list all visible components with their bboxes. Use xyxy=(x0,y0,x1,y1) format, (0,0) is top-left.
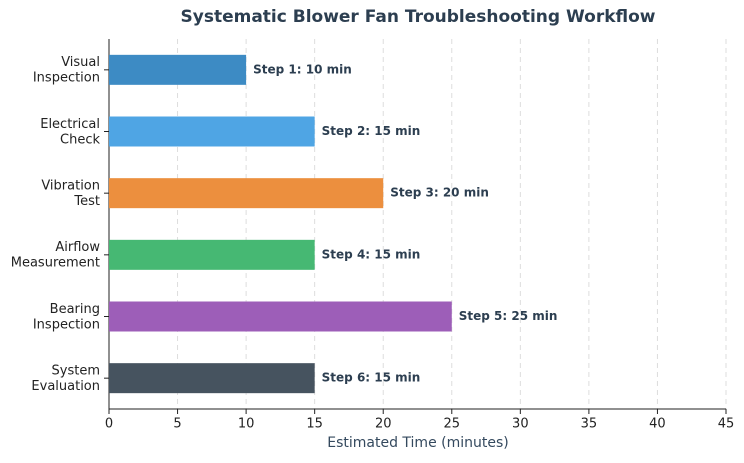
x-tick-label: 10 xyxy=(238,417,255,432)
value-label: Step 3: 20 min xyxy=(390,186,489,200)
bar xyxy=(109,301,452,332)
x-tick-label: 30 xyxy=(512,417,529,432)
value-label: Step 6: 15 min xyxy=(322,371,421,385)
value-label: Step 5: 25 min xyxy=(459,309,558,323)
x-tick-label: 35 xyxy=(581,417,598,432)
x-tick-label: 20 xyxy=(375,417,392,432)
x-tick-label: 25 xyxy=(444,417,461,432)
y-tick-label: Vibration Test xyxy=(41,178,100,209)
bar xyxy=(109,239,315,270)
bar xyxy=(109,54,247,85)
y-tick-label: Electrical Check xyxy=(40,116,100,147)
x-tick-label: 0 xyxy=(105,417,113,432)
value-label: Step 1: 10 min xyxy=(253,62,352,76)
y-tick-label: Airflow Measurement xyxy=(11,240,101,271)
x-tick-label: 15 xyxy=(306,417,323,432)
value-label: Step 2: 15 min xyxy=(322,124,421,138)
x-tick-label: 45 xyxy=(718,417,735,432)
y-tick-label: Bearing Inspection xyxy=(33,301,100,332)
x-tick-label: 5 xyxy=(173,417,181,432)
bar xyxy=(109,178,384,209)
value-label: Step 4: 15 min xyxy=(322,247,421,261)
y-tick-label: System Evaluation xyxy=(31,363,100,394)
bar xyxy=(109,363,315,394)
x-axis-label: Estimated Time (minutes) xyxy=(327,435,508,451)
chart-title: Systematic Blower Fan Troubleshooting Wo… xyxy=(181,7,656,27)
x-tick-label: 40 xyxy=(649,417,666,432)
y-tick-label: Visual Inspection xyxy=(33,55,100,86)
bar xyxy=(109,116,315,147)
